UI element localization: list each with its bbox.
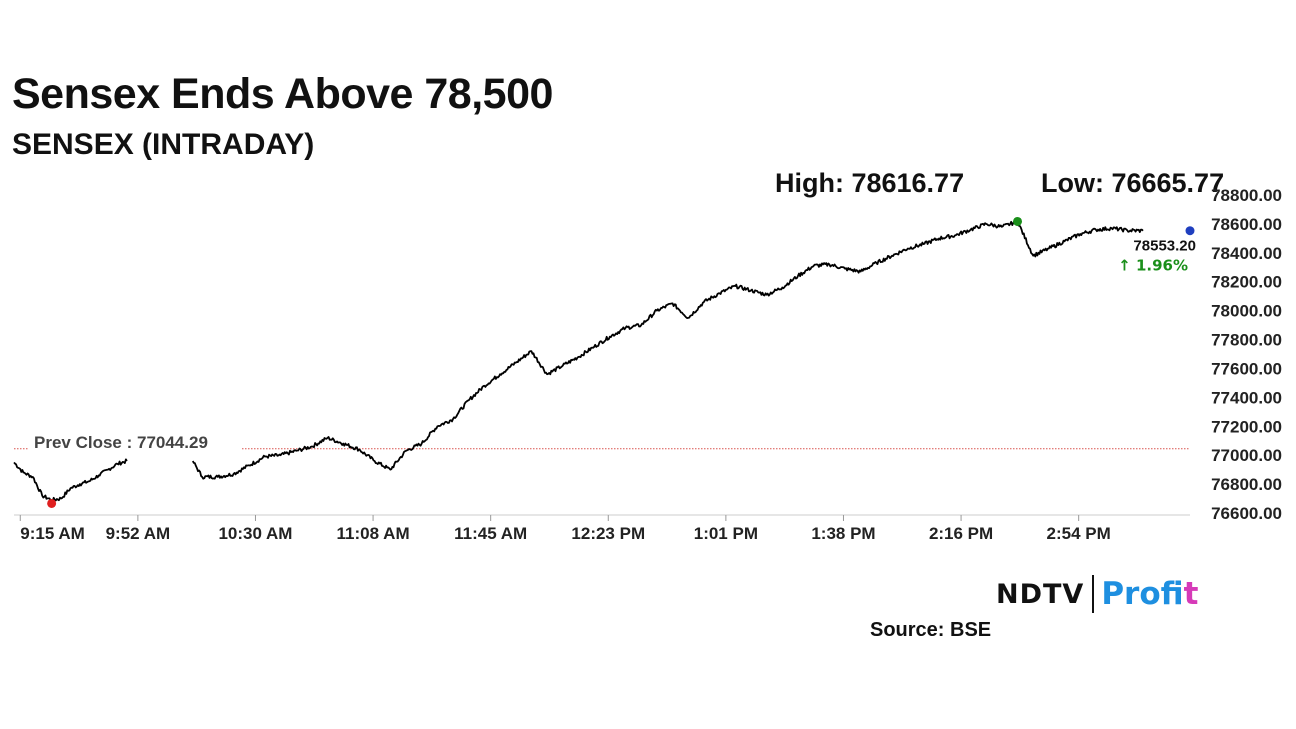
series-line-segment-1 — [13, 458, 128, 502]
x-tick-label: 2:54 PM — [1047, 524, 1111, 543]
y-tick-label: 77800.00 — [1211, 331, 1282, 350]
chart-subtitle: SENSEX (INTRADAY) — [12, 128, 315, 161]
x-tick-label: 2:16 PM — [929, 524, 993, 543]
change-label: ↑ 1.96% — [1118, 257, 1188, 275]
x-tick-label: 11:45 AM — [454, 524, 527, 543]
y-tick-label: 78000.00 — [1211, 302, 1282, 321]
y-tick-label: 78600.00 — [1211, 215, 1282, 234]
x-tick-label: 1:38 PM — [811, 524, 875, 543]
y-tick-label: 77400.00 — [1211, 388, 1282, 407]
y-tick-label: 78200.00 — [1211, 273, 1282, 292]
logo-divider — [1092, 575, 1095, 613]
ndtv-profit-logo: NDTV Profit — [996, 574, 1198, 614]
high-label: High: 78616.77 — [775, 168, 965, 198]
x-tick-label: 11:08 AM — [337, 524, 410, 543]
y-tick-label: 77600.00 — [1211, 359, 1282, 378]
y-tick-label: 76600.00 — [1211, 504, 1282, 523]
prev-close-label: Prev Close : 77044.29 — [34, 433, 208, 452]
low-label: Low: 76665.77 — [1041, 168, 1225, 198]
source-note: Source: BSE — [870, 619, 992, 641]
y-tick-label: 78800.00 — [1211, 186, 1282, 205]
y-tick-label: 78400.00 — [1211, 244, 1282, 263]
high-marker — [1013, 216, 1023, 226]
headline: Sensex Ends Above 78,500 — [12, 70, 553, 118]
y-tick-label: 77000.00 — [1211, 446, 1282, 465]
logo-ndtv-text: NDTV — [996, 578, 1085, 610]
last-value-label: 78553.20 — [1133, 238, 1196, 255]
x-tick-label: 9:52 AM — [106, 524, 171, 543]
y-tick-label: 77200.00 — [1211, 417, 1282, 436]
last-value-marker — [1185, 226, 1195, 236]
x-tick-label: 12:23 PM — [571, 524, 645, 543]
x-tick-label: 9:15 AM — [20, 524, 85, 543]
prev-close-label-bg — [28, 431, 242, 452]
x-tick-label: 10:30 AM — [218, 524, 292, 543]
series-line-segment-2 — [192, 220, 1144, 480]
logo-profit-text: Profit — [1101, 576, 1199, 612]
y-tick-label: 76800.00 — [1211, 475, 1282, 494]
low-marker — [47, 498, 57, 508]
x-tick-label: 1:01 PM — [694, 524, 758, 543]
